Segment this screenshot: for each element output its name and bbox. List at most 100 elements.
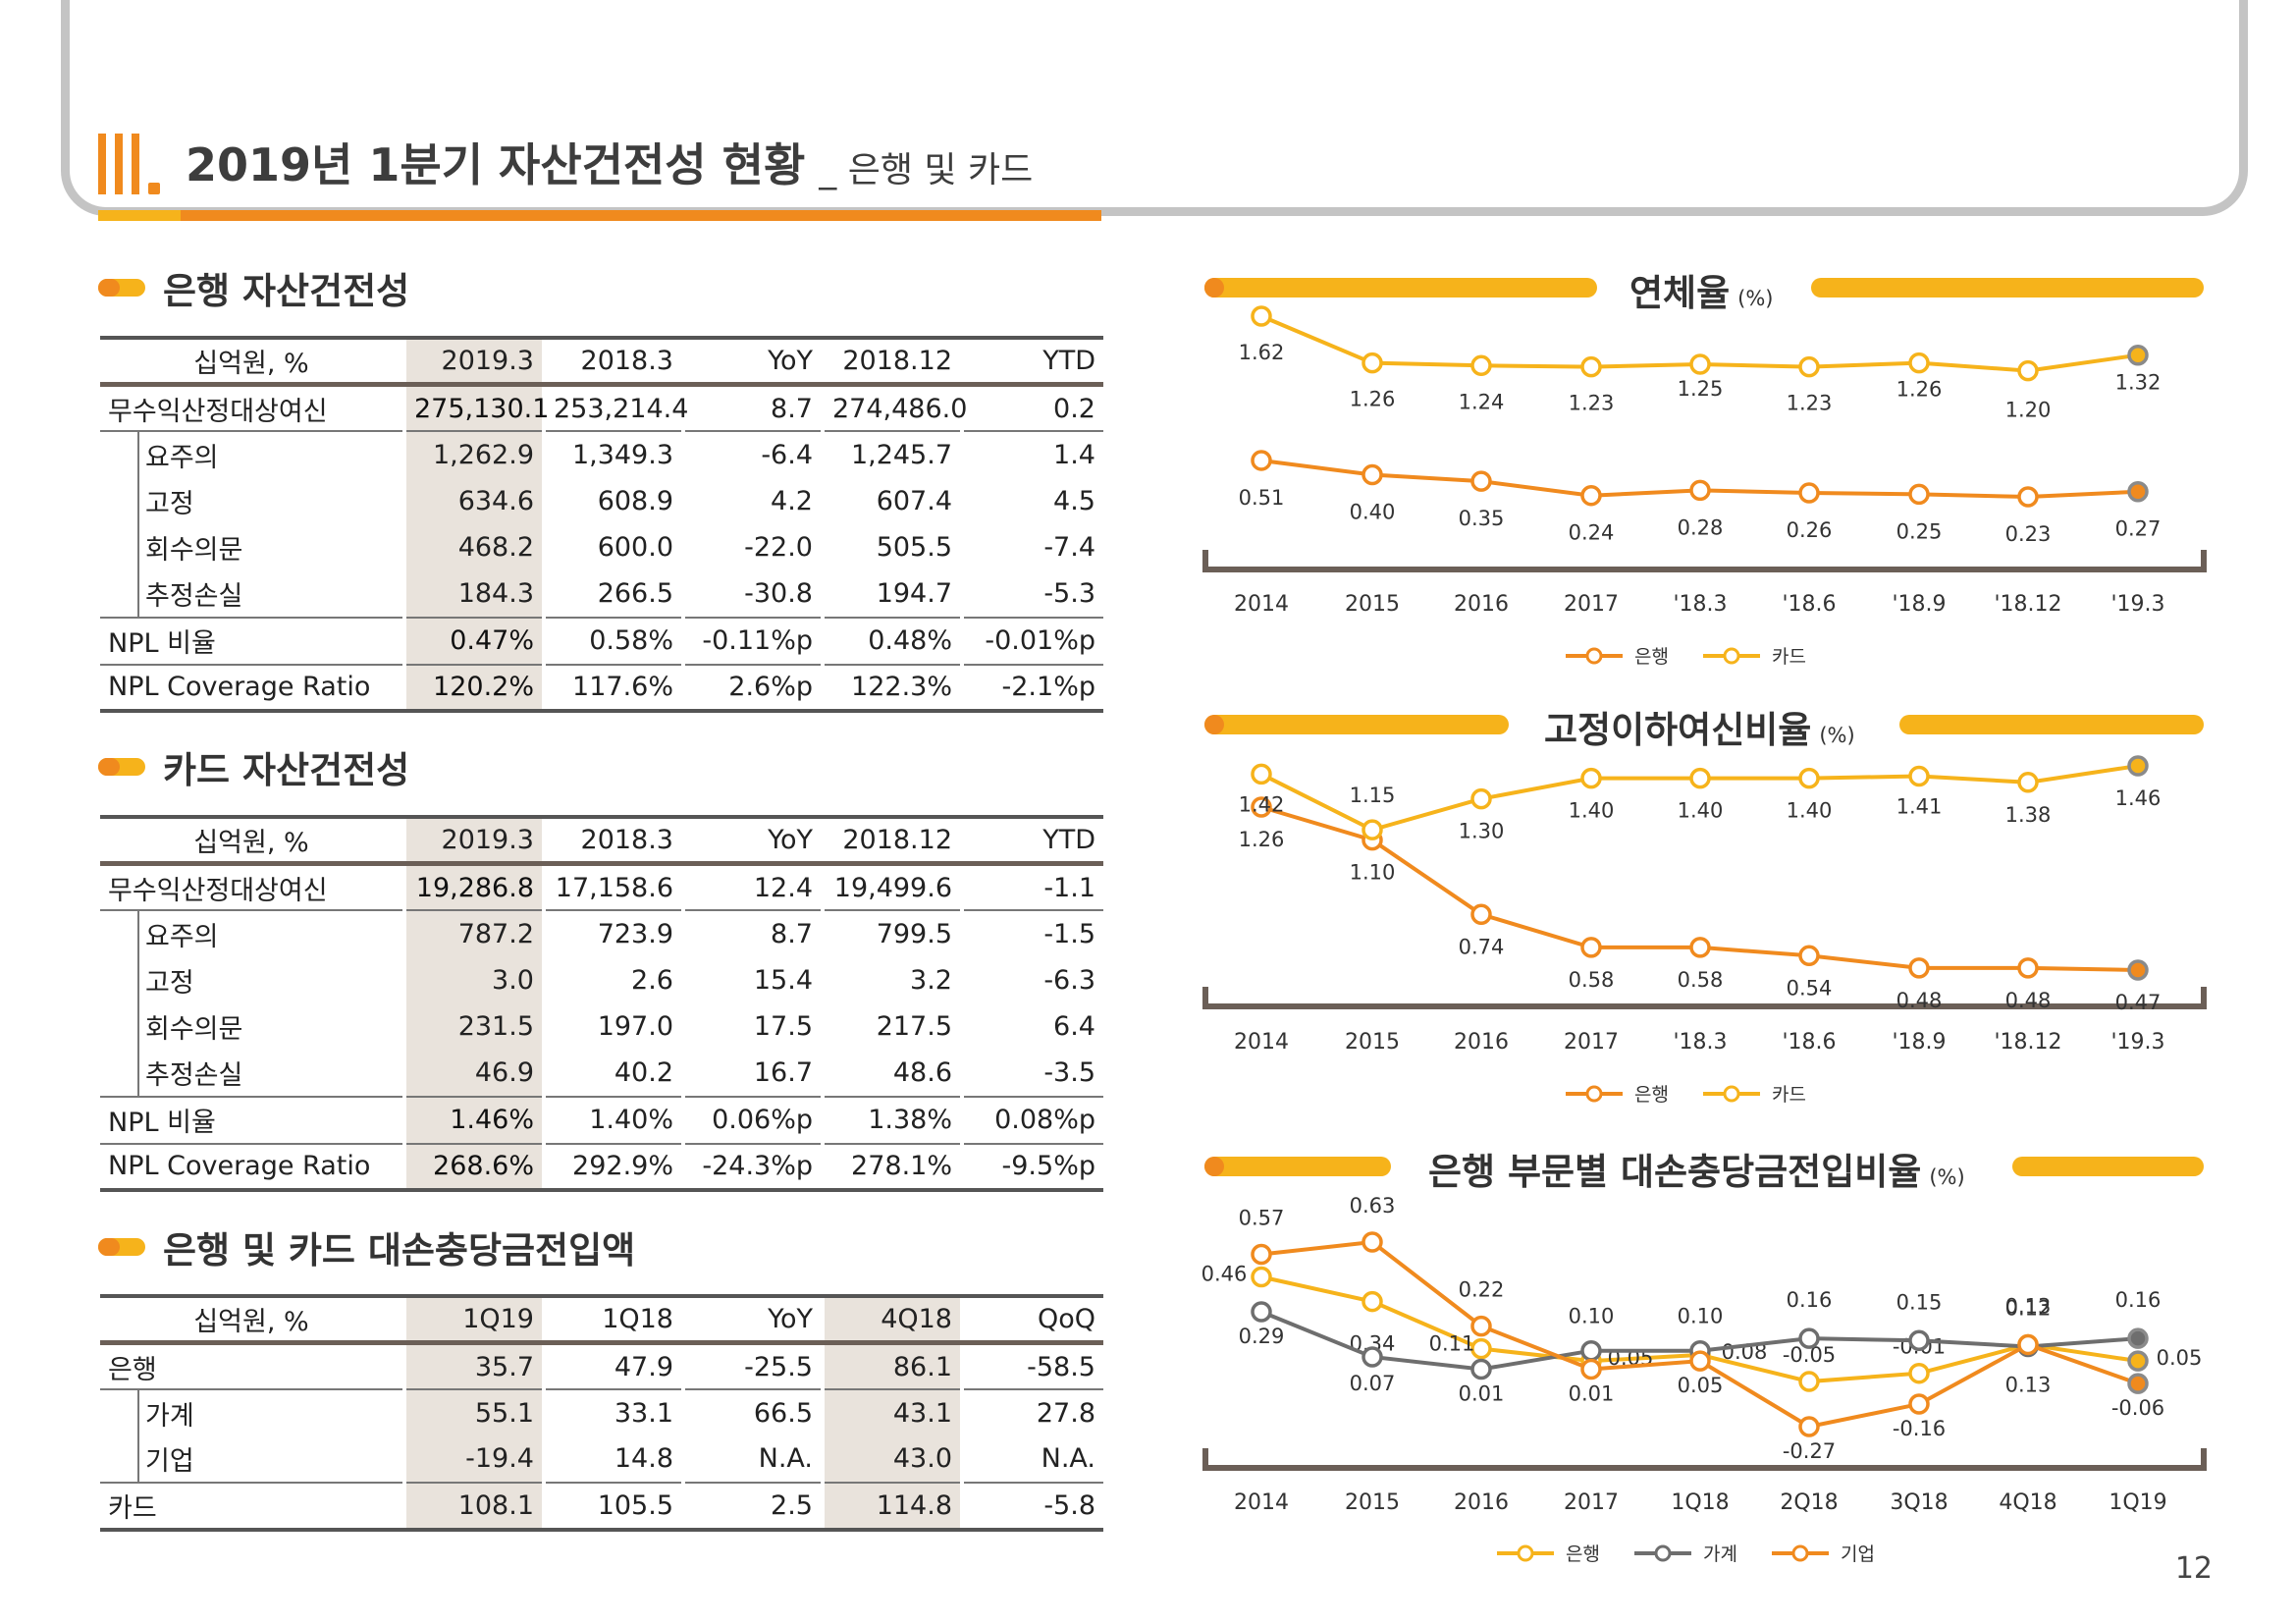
data-point: [1251, 796, 1272, 818]
legend-marker: [1654, 1544, 1672, 1562]
row-label: NPL 비율: [100, 1097, 404, 1145]
data-label: 0.07: [1350, 1372, 1396, 1395]
column-header: 십억원, %: [100, 1294, 404, 1345]
table-cell: -5.8: [960, 1483, 1103, 1532]
table-cell: 12.4: [681, 863, 823, 911]
table-cell: 468.2: [402, 524, 544, 571]
x-tick-label: 2016: [1454, 1490, 1509, 1515]
table-cell: 278.1%: [821, 1143, 962, 1192]
row-label: 무수익산정대상여신: [100, 863, 404, 911]
data-label: 1.32: [2115, 371, 2162, 395]
table-cell: 43.1: [821, 1389, 962, 1436]
table-cell: 86.1: [821, 1342, 962, 1390]
table-cell: 608.9: [542, 477, 683, 524]
table-cell: 43.0: [821, 1435, 962, 1484]
table-cell: -30.8: [681, 570, 823, 619]
table-cell: 19,499.6: [821, 863, 962, 911]
column-header: YTD: [960, 336, 1103, 387]
table-cell: -1.1: [960, 863, 1103, 911]
table-row: 가계 55.1 33.1 66.5 43.1 27.8: [100, 1389, 1103, 1436]
table-cell: 799.5: [821, 910, 962, 957]
legend-label: 은행: [1634, 646, 1669, 668]
data-label: 1.10: [1350, 861, 1396, 885]
x-tick-label: 2015: [1345, 1030, 1400, 1055]
table-cell: 0.58%: [542, 618, 683, 666]
column-header: 2018.12: [821, 815, 962, 866]
table-cell: -25.5: [681, 1342, 823, 1390]
legend-marker: [1517, 1544, 1534, 1562]
data-point: [1580, 937, 1602, 958]
x-tick-label: 1Q18: [1671, 1490, 1729, 1515]
x-tick-label: 2015: [1345, 592, 1400, 617]
data-label: 0.58: [1569, 968, 1615, 992]
data-label: 0.40: [1350, 501, 1396, 524]
table-row: 은행 35.7 47.9 -25.5 86.1 -58.5: [100, 1342, 1103, 1390]
table-cell: 120.2%: [402, 664, 544, 713]
page-number: 12: [2174, 1551, 2213, 1586]
chart-title-bar-left: [1204, 1157, 1391, 1176]
table-row: 카드 108.1 105.5 2.5 114.8 -5.8: [100, 1483, 1103, 1532]
data-label: -0.16: [1893, 1417, 1946, 1440]
data-point: [2127, 344, 2149, 366]
table-cell: -9.5%p: [960, 1143, 1103, 1192]
legend-marker: [1791, 1544, 1809, 1562]
table-cell: 3.0: [402, 956, 544, 1003]
data-point: [1470, 903, 1492, 926]
table-cell: -1.5: [960, 910, 1103, 957]
table-row: 무수익산정대상여신 275,130.1 253,214.4 8.7 274,486.0 0…: [100, 384, 1103, 432]
x-tick-label: 4Q18: [1999, 1490, 2056, 1515]
data-point: [1798, 355, 1820, 378]
data-label: 1.23: [1569, 392, 1615, 415]
data-label: 0.23: [2005, 522, 2052, 546]
data-point: [1362, 819, 1383, 840]
row-label: 추정손실: [100, 1050, 404, 1098]
table-cell: 1.4: [960, 431, 1103, 478]
data-point: [1470, 354, 1492, 377]
table-cell: -6.3: [960, 956, 1103, 1003]
x-tick-label: 2015: [1345, 1490, 1400, 1515]
table-row: 요주의 787.2 723.9 8.7 799.5 -1.5: [100, 910, 1103, 957]
table-cell: 122.3%: [821, 664, 962, 713]
header-frame: [61, 0, 2248, 216]
data-label: 0.12: [2005, 1297, 2052, 1321]
table-cell: 16.7: [681, 1050, 823, 1098]
table-row: 회수의문 231.5 197.0 17.5 217.5 6.4: [100, 1003, 1103, 1051]
table-cell: 0.2: [960, 384, 1103, 432]
table-cell: -7.4: [960, 524, 1103, 571]
legend-label: 은행: [1566, 1543, 1600, 1565]
table-cell: 114.8: [821, 1483, 962, 1532]
x-tick-label: '18.3: [1673, 592, 1727, 617]
data-point: [2127, 755, 2149, 777]
row-label: 회수의문: [145, 1014, 243, 1046]
data-point: [2017, 486, 2039, 508]
x-tick-label: 3Q18: [1890, 1490, 1948, 1515]
data-label: 0.13: [2005, 1373, 2052, 1396]
x-tick-label: 1Q19: [2109, 1490, 2166, 1515]
table-cell: -19.4: [402, 1435, 544, 1484]
data-label: 1.26: [1350, 388, 1396, 411]
page-title: 2019년 1분기 자산건전성 현황: [186, 138, 806, 191]
data-label: 1.25: [1678, 377, 1724, 401]
table-cell: 184.3: [402, 570, 544, 619]
table-cell: 0.48%: [821, 618, 962, 666]
data-label: 1.15: [1350, 784, 1396, 807]
x-axis-line: [1202, 987, 2207, 1009]
column-header: 2018.12: [821, 336, 962, 387]
x-tick-label: '18.12: [1994, 592, 2061, 617]
data-point: [1798, 1327, 1820, 1349]
data-point: [1470, 470, 1492, 492]
table-cell: -22.0: [681, 524, 823, 571]
table-cell: 1,349.3: [542, 431, 683, 478]
card-asset-quality-table: 십억원, % 2019.3 2018.3 YoY 2018.12 YTD 무수익산정대상여신…: [100, 815, 1103, 1192]
data-label: 0.15: [1896, 1290, 1943, 1314]
chart1-title: 연체율 (%): [1629, 272, 1774, 314]
data-point: [1580, 767, 1602, 789]
data-label: 0.05: [1678, 1374, 1724, 1397]
row-label: NPL Coverage Ratio: [100, 664, 404, 713]
table-cell: N.A.: [681, 1435, 823, 1484]
row-label: 기업: [100, 1435, 404, 1484]
data-label: 0.10: [1569, 1305, 1615, 1328]
column-header: YTD: [960, 815, 1103, 866]
bullet-icon: [98, 1238, 145, 1256]
data-label: 0.28: [1678, 515, 1724, 539]
